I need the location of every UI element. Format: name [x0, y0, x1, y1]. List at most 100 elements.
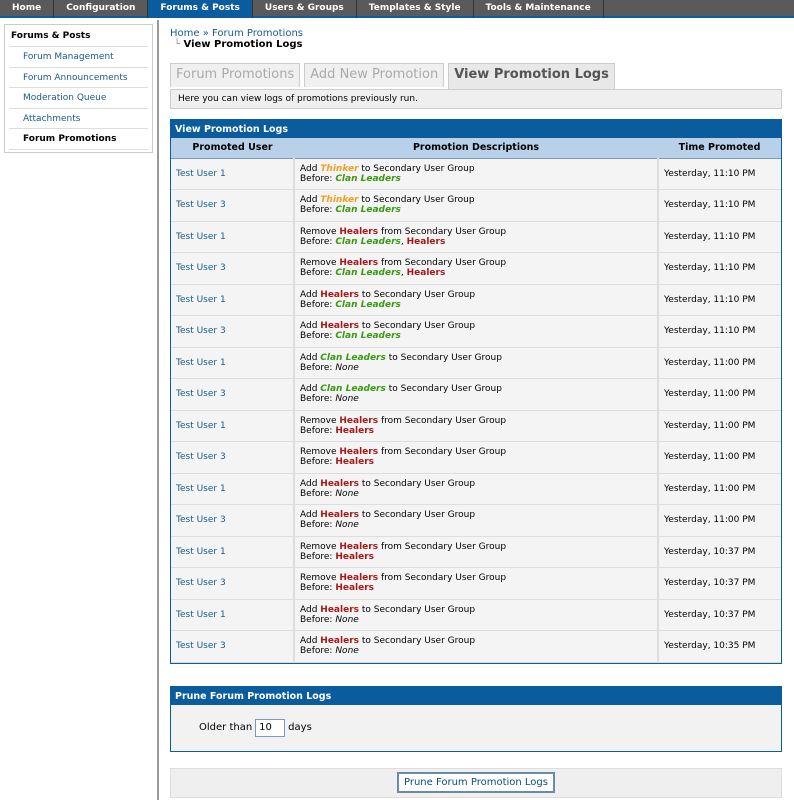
- nav-tab-templates-style[interactable]: Templates & Style: [357, 0, 474, 18]
- promotion-description: Add Healers to Secondary User Group Befor…: [294, 284, 659, 316]
- group-name: Healers: [339, 415, 379, 426]
- promoted-user-link[interactable]: Test User 1: [171, 284, 295, 316]
- promotion-description: Add Healers to Secondary User Group Befor…: [294, 504, 659, 537]
- before-none: None: [335, 614, 359, 625]
- before-none: None: [335, 646, 359, 657]
- nav-tab-users-groups[interactable]: Users & Groups: [253, 0, 357, 18]
- days-label: days: [288, 722, 312, 733]
- promoted-user-link[interactable]: Test User 1: [171, 536, 295, 568]
- promoted-user-link[interactable]: Test User 1: [171, 410, 295, 442]
- column-header-description: Promotion Descriptions: [294, 138, 658, 159]
- time-promoted: Yesterday, 11:00 PM: [658, 410, 781, 442]
- group-name: Healers: [339, 447, 379, 458]
- before-none: None: [335, 362, 359, 373]
- promoted-user-link[interactable]: Test User 3: [171, 315, 295, 348]
- promoted-user-link[interactable]: Test User 1: [171, 221, 295, 253]
- promoted-user-link[interactable]: Test User 1: [171, 158, 295, 190]
- tab-forum-promotions[interactable]: Forum Promotions: [170, 63, 301, 87]
- time-promoted: Yesterday, 11:00 PM: [658, 473, 781, 505]
- promoted-user-link[interactable]: Test User 3: [171, 504, 295, 537]
- main-content: Home » Forum Promotions └ View Promotion…: [170, 28, 782, 798]
- sidebar-item-attachments[interactable]: Attachments: [9, 109, 148, 129]
- table-row: Test User 1 Remove Healers from Secondary…: [171, 410, 781, 442]
- group-name: Healers: [339, 573, 379, 584]
- promoted-user-link[interactable]: Test User 1: [171, 473, 295, 505]
- promoted-user-link[interactable]: Test User 1: [171, 599, 295, 631]
- sidebar-title: Forums & Posts: [9, 27, 148, 47]
- before-group-name: Healers: [335, 457, 375, 468]
- time-promoted: Yesterday, 10:35 PM: [658, 630, 781, 663]
- group-name: Healers: [320, 289, 359, 300]
- older-than-days-input[interactable]: [255, 718, 286, 737]
- nav-tab-configuration[interactable]: Configuration: [54, 0, 149, 18]
- nav-tab-tools-maintenance[interactable]: Tools & Maintenance: [474, 0, 604, 18]
- table-row: Test User 1 Remove Healers from Secondary…: [171, 536, 781, 568]
- column-header-user: Promoted User: [171, 138, 294, 159]
- group-name: Healers: [320, 321, 359, 332]
- logs-panel: View Promotion Logs Promoted User Promot…: [170, 119, 782, 664]
- group-name: Clan Leaders: [320, 352, 386, 363]
- promoted-user-link[interactable]: Test User 3: [171, 630, 295, 663]
- sidebar-item-forum-announcements[interactable]: Forum Announcements: [9, 68, 148, 88]
- before-group-name: Clan Leaders: [335, 268, 401, 279]
- sidebar: Forums & Posts Forum Management Forum Ann…: [0, 20, 159, 800]
- time-promoted: Yesterday, 11:00 PM: [658, 441, 781, 474]
- promotion-description: Add Healers to Secondary User Group Befor…: [294, 473, 659, 505]
- promotion-description: Remove Healers from Secondary User Group…: [294, 410, 659, 442]
- promotion-description: Remove Healers from Secondary User Group…: [294, 441, 659, 474]
- nav-tab-forums-posts[interactable]: Forums & Posts: [148, 0, 253, 18]
- promotion-description: Remove Healers from Secondary User Group…: [294, 221, 659, 253]
- promoted-user-link[interactable]: Test User 1: [171, 347, 295, 379]
- time-promoted: Yesterday, 11:00 PM: [658, 347, 781, 379]
- tab-add-new-promotion[interactable]: Add New Promotion: [304, 63, 445, 87]
- tab-view-promotion-logs[interactable]: View Promotion Logs: [448, 63, 615, 89]
- table-row: Test User 1 Add Healers to Secondary User…: [171, 599, 781, 631]
- sidebar-item-forum-promotions[interactable]: Forum Promotions: [9, 129, 148, 150]
- breadcrumb-home[interactable]: Home: [170, 28, 200, 39]
- older-than-label: Older than: [199, 722, 253, 733]
- table-row: Test User 1 Add Thinker to Secondary User…: [171, 158, 781, 190]
- table-row: Test User 1 Add Healers to Secondary User…: [171, 473, 781, 505]
- table-row: Test User 3 Remove Healers from Secondary…: [171, 252, 781, 285]
- time-promoted: Yesterday, 11:10 PM: [658, 221, 781, 253]
- tab-bar: Forum Promotions Add New Promotion View Pr…: [170, 63, 782, 89]
- prune-panel: Prune Forum Promotion Logs Older than da…: [170, 685, 782, 752]
- table-row: Test User 3 Remove Healers from Secondary…: [171, 567, 781, 600]
- before-group-name: Clan Leaders: [335, 173, 401, 184]
- before-group-name: Clan Leaders: [335, 205, 401, 216]
- sidebar-item-forum-management[interactable]: Forum Management: [9, 47, 148, 68]
- promoted-user-link[interactable]: Test User 3: [171, 378, 295, 411]
- table-row: Test User 3 Add Thinker to Secondary User…: [171, 189, 781, 222]
- time-promoted: Yesterday, 11:00 PM: [658, 504, 781, 537]
- logs-panel-title: View Promotion Logs: [171, 120, 781, 138]
- group-name: Healers: [339, 541, 379, 552]
- promoted-user-link[interactable]: Test User 3: [171, 189, 295, 222]
- breadcrumb-parent[interactable]: Forum Promotions: [212, 28, 304, 39]
- table-row: Test User 3 Add Healers to Secondary User…: [171, 630, 781, 663]
- before-group-name: Healers: [406, 236, 446, 247]
- page-title-text: View Promotion Logs: [183, 39, 303, 50]
- table-row: Test User 3 Remove Healers from Secondary…: [171, 441, 781, 474]
- group-name: Healers: [320, 510, 359, 521]
- time-promoted: Yesterday, 11:10 PM: [658, 315, 781, 348]
- prune-logs-button[interactable]: Prune Forum Promotion Logs: [397, 772, 555, 793]
- group-name: Thinker: [320, 163, 359, 174]
- promotion-description: Add Healers to Secondary User Group Befor…: [294, 599, 659, 631]
- time-promoted: Yesterday, 11:10 PM: [658, 158, 781, 190]
- sidebar-item-moderation-queue[interactable]: Moderation Queue: [9, 88, 148, 109]
- time-promoted: Yesterday, 11:10 PM: [658, 284, 781, 316]
- promoted-user-link[interactable]: Test User 3: [171, 567, 295, 600]
- promoted-user-link[interactable]: Test User 3: [171, 252, 295, 285]
- button-bar: Prune Forum Promotion Logs: [170, 767, 782, 798]
- top-navigation: Home Configuration Forums & Posts Users & G…: [0, 0, 794, 18]
- promoted-user-link[interactable]: Test User 3: [171, 441, 295, 474]
- group-name: Healers: [339, 258, 379, 269]
- group-name: Thinker: [320, 195, 359, 206]
- promotion-description: Add Thinker to Secondary User Group Befor…: [294, 158, 659, 190]
- nav-tab-home[interactable]: Home: [0, 0, 55, 18]
- group-name: Healers: [339, 226, 379, 237]
- time-promoted: Yesterday, 11:10 PM: [658, 189, 781, 222]
- promotion-description: Remove Healers from Secondary User Group…: [294, 252, 659, 285]
- tree-connector-icon: └: [174, 39, 181, 50]
- table-row: Test User 1 Add Clan Leaders to Secondary…: [171, 347, 781, 379]
